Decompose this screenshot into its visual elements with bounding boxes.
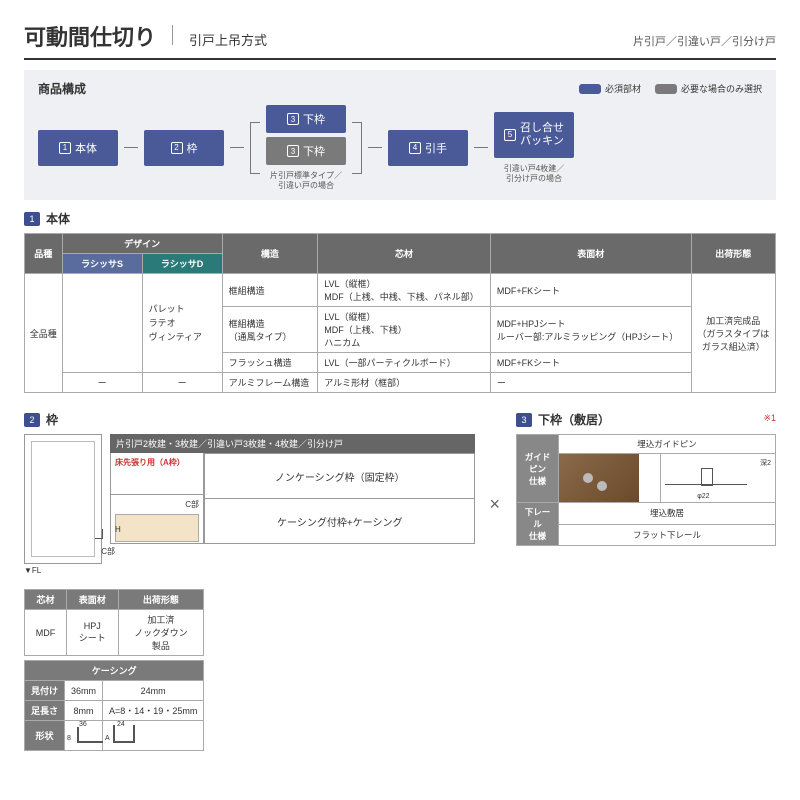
th-bottomrail: 下レール 仕様	[517, 503, 559, 546]
td-embed-pin: 埋込ガイドピン	[559, 435, 776, 454]
section-1-title: 本体	[46, 210, 70, 227]
section-3-note: ※1	[763, 413, 776, 424]
th-variety: 品種	[25, 234, 63, 274]
composition-title: 商品構成	[38, 80, 86, 97]
shape-2: 24 A	[103, 721, 204, 751]
section-3-num: 3	[516, 413, 532, 427]
yukasaki-label: 床先張り用（A枠）	[115, 457, 199, 468]
th-design: デザイン	[62, 234, 222, 254]
flow-box-5: 5召し合せ パッキン	[494, 112, 574, 158]
page-title: 可動間仕切り	[24, 20, 156, 52]
fl-label: ▼FL	[24, 566, 102, 575]
material-table: 芯材 表面材 出荷形態 MDF HPJ シート 加工済 ノックダウン 製品	[24, 589, 204, 656]
td-design-d: パレット ラテオ ヴィンティア	[142, 274, 222, 373]
swatch-optional	[655, 84, 677, 94]
td-surf-1: MDF+HPJシート ルーバー部:アルミラッピング（HPJシート）	[490, 307, 691, 353]
td-mitsuke-1: 36mm	[65, 681, 103, 701]
td-variety: 全品種	[25, 274, 63, 393]
td-surf-2: MDF+FKシート	[490, 353, 691, 373]
th-surface: 表面材	[490, 234, 691, 274]
page-header: 可動間仕切り 引戸上吊方式 片引戸／引違い戸／引分け戸	[24, 20, 776, 60]
page-subtitle: 引戸上吊方式	[189, 30, 267, 49]
flow-note-5: 引違い戸4枚建／ 引分け戸の場合	[504, 164, 564, 183]
td-struct-0: 框組構造	[222, 274, 318, 307]
section-2-num: 2	[24, 413, 40, 427]
composition-panel: 商品構成 必須部材 必要な場合のみ選択 1本体 2枠 3下枠 3下枠 片引戸標準…	[24, 70, 776, 200]
td-ship: 加工済完成品 （ガラスタイプは ガラス組込済）	[691, 274, 775, 393]
legend: 必須部材 必要な場合のみ選択	[579, 82, 762, 95]
flow-box-2: 2枠	[144, 130, 224, 166]
table-body-spec: 品種 デザイン 構造 芯材 表面材 出荷形態 ラシッサS ラシッサD 全品種 パ…	[24, 233, 776, 393]
rail-table: ガイドピン 仕様 埋込ガイドピン 深2 φ22 下レール 仕様 埋込敷居 フラッ…	[516, 434, 776, 546]
shape-1: 36 8	[65, 721, 103, 751]
divider	[172, 25, 173, 45]
flow-diagram: 1本体 2枠 3下枠 3下枠 片引戸標準タイプ／ 引違い戸の場合 4引手 5召し…	[38, 105, 762, 190]
td-core-0: LVL（縦框） MDF（上桟、中桟、下桟、パネル部）	[318, 274, 491, 307]
casing-table: ケーシング 見付け 36mm 24mm 足長さ 8mm A=8・14・19・25…	[24, 660, 204, 751]
door-diagram: C部	[24, 434, 102, 564]
flow-box-1: 1本体	[38, 130, 118, 166]
th-mat-ship: 出荷形態	[118, 590, 204, 610]
td-embed-sill: 埋込敷居	[559, 503, 776, 525]
flow-box-4: 4引手	[388, 130, 468, 166]
th-shape: 形状	[25, 721, 65, 751]
th-mat-core: 芯材	[25, 590, 67, 610]
h-label: H	[115, 525, 121, 534]
th-mat-surface: 表面材	[66, 590, 118, 610]
th-guidepin: ガイドピン 仕様	[517, 435, 559, 503]
flow-box-3a: 3下枠	[266, 105, 346, 133]
c-part-label: C部	[101, 546, 115, 557]
td-design-s-blank	[62, 274, 142, 373]
td-core-1: LVL（縦框） MDF（上桟、下桟） ハニカム	[318, 307, 491, 353]
th-casing: ケーシング	[25, 661, 204, 681]
times-icon: ×	[483, 494, 506, 515]
door-types: 片引戸／引違い戸／引分け戸	[633, 33, 776, 49]
th-ashinaga: 足長さ	[25, 701, 65, 721]
section-3-head: 3 下枠（敷居）	[516, 411, 610, 428]
td-ashinaga-1: 8mm	[65, 701, 103, 721]
td-dash-d: ー	[142, 373, 222, 393]
section-2-head: 2 枠	[24, 411, 506, 428]
th-rashissa-s: ラシッサS	[62, 254, 142, 274]
section-2-title: 枠	[46, 411, 58, 428]
td-surf-0: MDF+FKシート	[490, 274, 691, 307]
td-struct-3: アルミフレーム構造	[222, 373, 318, 393]
td-surf-3: ー	[490, 373, 691, 393]
td-mitsuke-2: 24mm	[103, 681, 204, 701]
frame-tab-header: 片引戸2枚建・3枚建／引違い戸3枚建・4枚建／引分け戸	[110, 434, 475, 453]
section-3-title: 下枠（敷居）	[538, 411, 610, 428]
td-struct-2: フラッシュ構造	[222, 353, 318, 373]
td-flat-rail: フラット下レール	[559, 524, 776, 546]
flow-note-3: 片引戸標準タイプ／ 引違い戸の場合	[270, 171, 342, 190]
wood-photo	[559, 454, 661, 503]
frame-opt-1: ノンケーシング枠（固定枠）	[205, 454, 475, 499]
section-1-num: 1	[24, 212, 40, 226]
section-1-head: 1 本体	[24, 210, 776, 227]
frame-opt-2: ケーシング付枠+ケーシング	[205, 499, 475, 544]
flow-box-3b: 3下枠	[266, 137, 346, 165]
th-structure: 構造	[222, 234, 318, 274]
th-core: 芯材	[318, 234, 491, 274]
mini-diagram: 床先張り用（A枠）	[111, 453, 203, 495]
legend-required: 必須部材	[605, 82, 641, 95]
c-label: C部	[115, 499, 199, 510]
swatch-required	[579, 84, 601, 94]
td-ashinaga-2: A=8・14・19・25mm	[103, 701, 204, 721]
td-mat-ship: 加工済 ノックダウン 製品	[118, 610, 204, 656]
td-mat-core: MDF	[25, 610, 67, 656]
legend-optional: 必要な場合のみ選択	[681, 82, 762, 95]
th-mitsuke: 見付け	[25, 681, 65, 701]
td-struct-1: 框組構造 （通風タイプ）	[222, 307, 318, 353]
th-ship: 出荷形態	[691, 234, 775, 274]
frame-options-table: ノンケーシング枠（固定枠） ケーシング付枠+ケーシング	[204, 453, 475, 544]
td-core-2: LVL（一部パーティクルボード）	[318, 353, 491, 373]
pin-diagram: 深2 φ22	[661, 454, 776, 503]
td-core-3: アルミ形材（框部）	[318, 373, 491, 393]
th-rashissa-d: ラシッサD	[142, 254, 222, 274]
td-dash-s: ー	[62, 373, 142, 393]
td-mat-surface: HPJ シート	[66, 610, 118, 656]
